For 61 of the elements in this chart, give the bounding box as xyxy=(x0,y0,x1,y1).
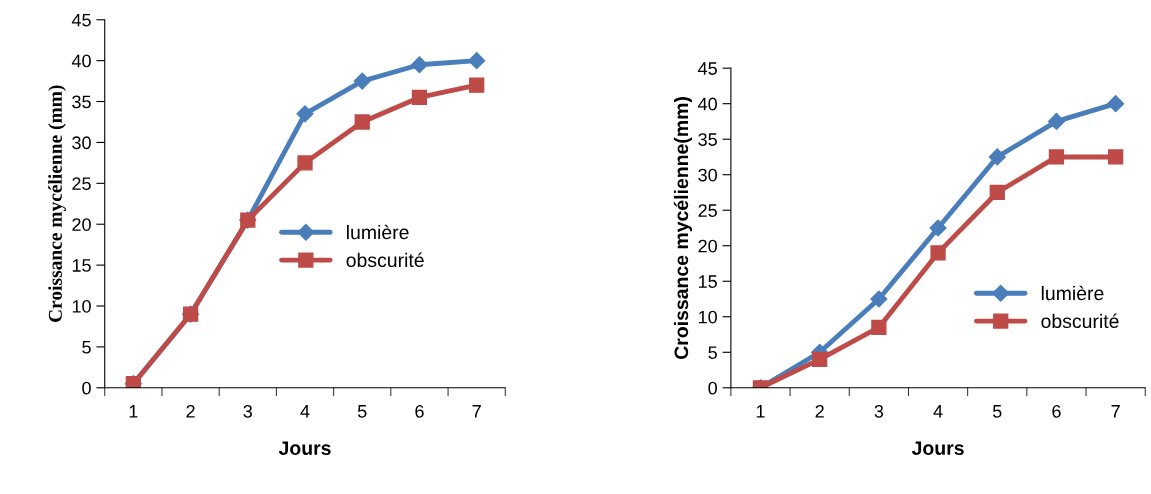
x-tick-label: 6 xyxy=(1052,404,1061,418)
y-tick-label: 0 xyxy=(708,381,717,395)
y-tick-label: 35 xyxy=(698,133,717,146)
x-tick-label: 1 xyxy=(756,405,765,418)
point xyxy=(469,77,485,93)
legend-label: lumière xyxy=(1041,285,1104,301)
x-axis-title: Jours xyxy=(278,441,331,456)
x-tick-label: 2 xyxy=(815,404,824,418)
x-tick-label: 5 xyxy=(992,405,1002,418)
y-tick-label: 20 xyxy=(72,218,91,231)
y-tick-label: 20 xyxy=(698,239,717,253)
point xyxy=(353,72,371,90)
point xyxy=(812,351,828,368)
x-tick-label: 1 xyxy=(129,405,138,418)
legend-label: obscurité xyxy=(346,252,424,268)
point xyxy=(411,89,428,106)
x-tick-label: 3 xyxy=(243,404,253,418)
y-tick-label: 25 xyxy=(698,204,717,217)
point xyxy=(354,114,370,130)
point xyxy=(870,290,888,308)
x-tick-label: 7 xyxy=(472,405,481,418)
y-tick-label: 40 xyxy=(698,97,717,111)
y-axis-title: Croissance mycélienne(mm) xyxy=(673,97,693,360)
point xyxy=(988,148,1006,166)
x-tick-label: 6 xyxy=(415,404,424,418)
y-tick-label: 5 xyxy=(708,346,717,359)
y-tick-label: 0 xyxy=(82,381,91,395)
x-tick-label: 2 xyxy=(186,404,195,418)
point xyxy=(410,56,429,74)
y-tick-label: 25 xyxy=(72,177,91,191)
point xyxy=(871,319,887,336)
point xyxy=(1108,149,1124,165)
x-axis-title: Jours xyxy=(911,441,964,456)
point xyxy=(297,155,313,171)
x-tick-label: 7 xyxy=(1111,405,1120,418)
y-tick-label: 30 xyxy=(72,136,91,150)
point xyxy=(929,219,947,237)
y-tick-label: 45 xyxy=(698,62,717,75)
y-tick-label: 15 xyxy=(72,259,91,272)
y-tick-label: 15 xyxy=(698,275,717,288)
y-tick-label: 10 xyxy=(698,310,717,324)
x-tick-label: 4 xyxy=(300,405,310,418)
y-tick-label: 45 xyxy=(71,13,91,27)
y-tick-label: 35 xyxy=(72,95,91,109)
y-tick-label: 10 xyxy=(72,299,91,313)
y-tick-label: 40 xyxy=(71,54,91,68)
point xyxy=(1107,95,1125,113)
point xyxy=(468,52,486,70)
point xyxy=(989,184,1005,201)
point xyxy=(1047,112,1066,130)
x-tick-label: 5 xyxy=(357,405,367,418)
point xyxy=(930,245,946,261)
y-tick-label: 5 xyxy=(82,341,91,354)
legend-label: obscurité xyxy=(1041,313,1119,329)
y-tick-label: 30 xyxy=(698,168,717,182)
x-tick-label: 3 xyxy=(874,404,884,418)
point xyxy=(1048,149,1065,165)
y-axis-title: Croissance mycélienne (mm) xyxy=(48,85,66,322)
point xyxy=(296,105,314,123)
legend-label: lumière xyxy=(347,224,409,240)
x-tick-label: 4 xyxy=(933,405,943,418)
